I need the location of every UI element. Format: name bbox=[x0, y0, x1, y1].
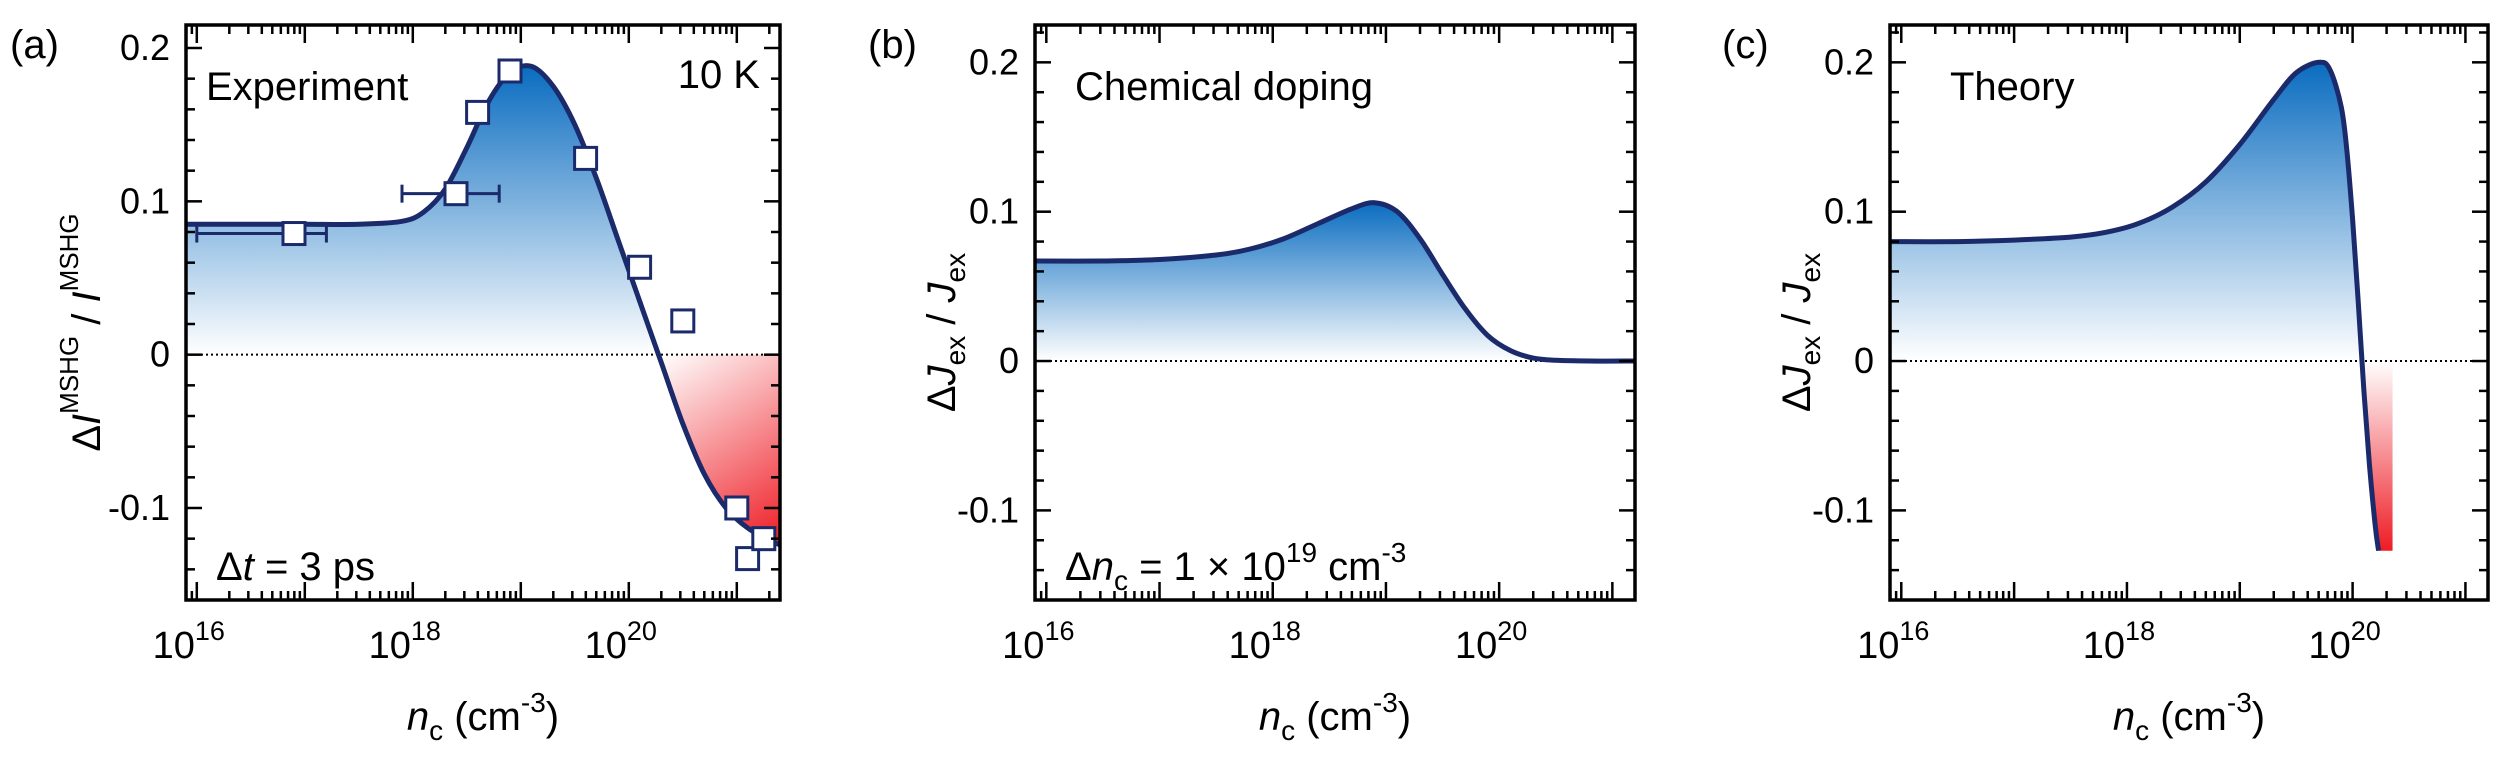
data-point bbox=[499, 60, 521, 82]
data-point bbox=[629, 256, 651, 278]
data-point bbox=[672, 310, 694, 332]
x-tick-label: 1016 bbox=[1857, 616, 1929, 667]
data-point bbox=[726, 497, 748, 519]
panel-label: (b) bbox=[868, 23, 917, 67]
panel-label: (a) bbox=[10, 23, 59, 67]
plot-area bbox=[1035, 203, 1635, 361]
y-tick-label: 0 bbox=[150, 334, 170, 375]
positive-fill bbox=[186, 66, 780, 545]
panel-b: -0.1 0 0.1 0.2 1016 1018 1020 nc (cm-3) (b) Chemi… bbox=[868, 23, 1635, 746]
y-tick-label: -0.1 bbox=[1812, 489, 1874, 530]
y-tick-label: 0.1 bbox=[1824, 191, 1874, 232]
y-tick-label: 0.1 bbox=[120, 180, 170, 221]
y-tick-label: -0.1 bbox=[108, 487, 170, 528]
data-point bbox=[283, 223, 305, 245]
y-axis-label: ΔIMSHG / IMSHG bbox=[54, 213, 109, 451]
plot-area bbox=[1890, 62, 2488, 551]
x-axis-label: nc (cm-3) bbox=[1259, 687, 1411, 746]
plot-area bbox=[186, 66, 780, 545]
figure: -0.1 0 0.1 0.2 1016 1018 1020 nc (cm-3) (a) Exper… bbox=[0, 0, 2513, 781]
y-tick-label: 0.1 bbox=[969, 191, 1019, 232]
x-axis-label: nc (cm-3) bbox=[407, 687, 559, 746]
panel-label: (c) bbox=[1722, 23, 1769, 67]
x-axis-label: nc (cm-3) bbox=[2113, 687, 2265, 746]
data-point bbox=[467, 101, 489, 123]
y-tick-label: 0.2 bbox=[1824, 41, 1874, 82]
annotation: Δnc = 1 × 1019 cm-3 bbox=[1065, 537, 1406, 596]
x-tick-label: 1020 bbox=[1455, 616, 1527, 667]
x-tick-label: 1018 bbox=[1229, 616, 1301, 667]
positive-fill bbox=[1890, 62, 2379, 551]
panel-a: -0.1 0 0.1 0.2 1016 1018 1020 nc (cm-3) (a) Exper… bbox=[10, 23, 780, 746]
panel-title: Theory bbox=[1950, 65, 2075, 109]
y-tick-label: -0.1 bbox=[957, 489, 1019, 530]
panel-c: -0.1 0 0.1 0.2 1016 1018 1020 nc (cm-3) (c) Theor… bbox=[1722, 23, 2488, 746]
x-tick-label: 1018 bbox=[2083, 616, 2155, 667]
data-point bbox=[445, 183, 467, 205]
y-axis-label: ΔJex / Jex bbox=[1775, 253, 1826, 412]
panel-title: Chemical doping bbox=[1075, 65, 1373, 109]
temperature-note: 10 K bbox=[678, 53, 761, 97]
panel-title: Experiment bbox=[206, 65, 408, 109]
x-tick-label: 1020 bbox=[585, 616, 657, 667]
annotation: Δt = 3 ps bbox=[216, 545, 375, 589]
y-tick-label: 0 bbox=[1854, 340, 1874, 381]
x-tick-label: 1018 bbox=[369, 616, 441, 667]
x-tick-label: 1016 bbox=[153, 616, 225, 667]
y-tick-label: 0.2 bbox=[120, 27, 170, 68]
y-tick-label: 0.2 bbox=[969, 41, 1019, 82]
x-tick-label: 1020 bbox=[2308, 616, 2380, 667]
y-tick-label: 0 bbox=[999, 340, 1019, 381]
positive-fill bbox=[1035, 203, 1635, 361]
y-axis-label: ΔJex / Jex bbox=[920, 253, 971, 412]
data-point bbox=[575, 147, 597, 169]
x-tick-label: 1016 bbox=[1002, 616, 1074, 667]
